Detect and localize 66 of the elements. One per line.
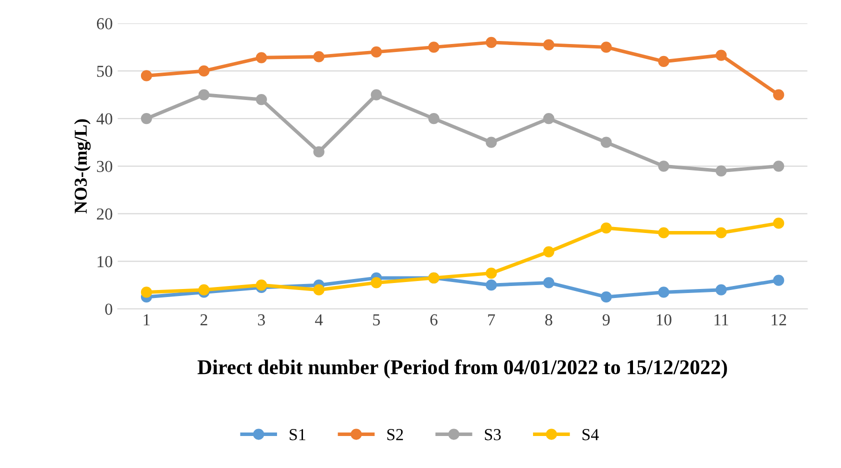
point	[370, 46, 382, 58]
x-tick-label: 7	[488, 314, 495, 326]
point	[486, 36, 497, 48]
y-tick-label: 60	[96, 18, 112, 30]
x-tick-label: 4	[315, 314, 323, 326]
point	[716, 165, 727, 176]
x-tick-label: 5	[373, 314, 380, 326]
point	[773, 274, 784, 286]
point	[370, 89, 382, 100]
point	[716, 50, 727, 61]
y-tick-label: 0	[105, 304, 112, 315]
x-tick-label: 11	[714, 314, 728, 326]
point	[370, 277, 382, 288]
point	[140, 286, 152, 298]
point	[600, 136, 612, 148]
x-tick-label: 12	[772, 314, 786, 326]
point	[198, 284, 210, 296]
y-tick-label: 40	[96, 113, 112, 125]
point	[256, 52, 267, 64]
legend-label: S2	[387, 429, 403, 440]
point	[773, 89, 784, 100]
point	[256, 280, 267, 291]
point	[658, 160, 670, 172]
point	[600, 42, 612, 53]
y-tick-label: 30	[97, 160, 112, 172]
point	[658, 56, 670, 68]
x-tick-label: 6	[430, 314, 438, 326]
point	[428, 113, 440, 124]
point	[486, 136, 497, 148]
x-tick-label: 8	[545, 314, 552, 326]
point	[428, 42, 440, 53]
x-tick-label: 2	[200, 314, 208, 326]
point	[313, 146, 324, 158]
x-tick-label: 9	[602, 314, 610, 326]
point	[313, 284, 324, 296]
point	[658, 286, 670, 298]
y-tick-label: 10	[98, 256, 112, 268]
point	[140, 113, 152, 124]
point	[773, 218, 784, 229]
point	[198, 89, 210, 100]
point	[313, 51, 324, 62]
point	[773, 160, 784, 172]
point	[140, 70, 152, 82]
point	[486, 268, 497, 279]
y-tick-label: 50	[97, 66, 112, 77]
x-tick-label: 3	[258, 314, 265, 326]
point	[543, 113, 554, 124]
point	[256, 94, 267, 106]
x-tick-label: 1	[144, 314, 150, 326]
point	[600, 222, 612, 234]
y-axis-title: NO3-(mg/L)	[74, 119, 91, 214]
point	[716, 227, 727, 238]
y-tick-label: 20	[96, 208, 112, 220]
point	[486, 280, 497, 291]
legend-label: S1	[290, 429, 306, 440]
point	[543, 277, 554, 288]
point	[600, 291, 612, 303]
point	[543, 39, 554, 50]
legend-label: S3	[484, 429, 501, 440]
x-tick-label: 10	[656, 314, 672, 326]
point	[716, 284, 727, 296]
x-axis-title: Direct debit number (Period from 04/01/2022 to 15/12/2022)	[198, 359, 727, 379]
point	[658, 227, 670, 238]
legend-label: S4	[582, 429, 599, 440]
point	[543, 246, 554, 258]
point	[198, 65, 210, 77]
